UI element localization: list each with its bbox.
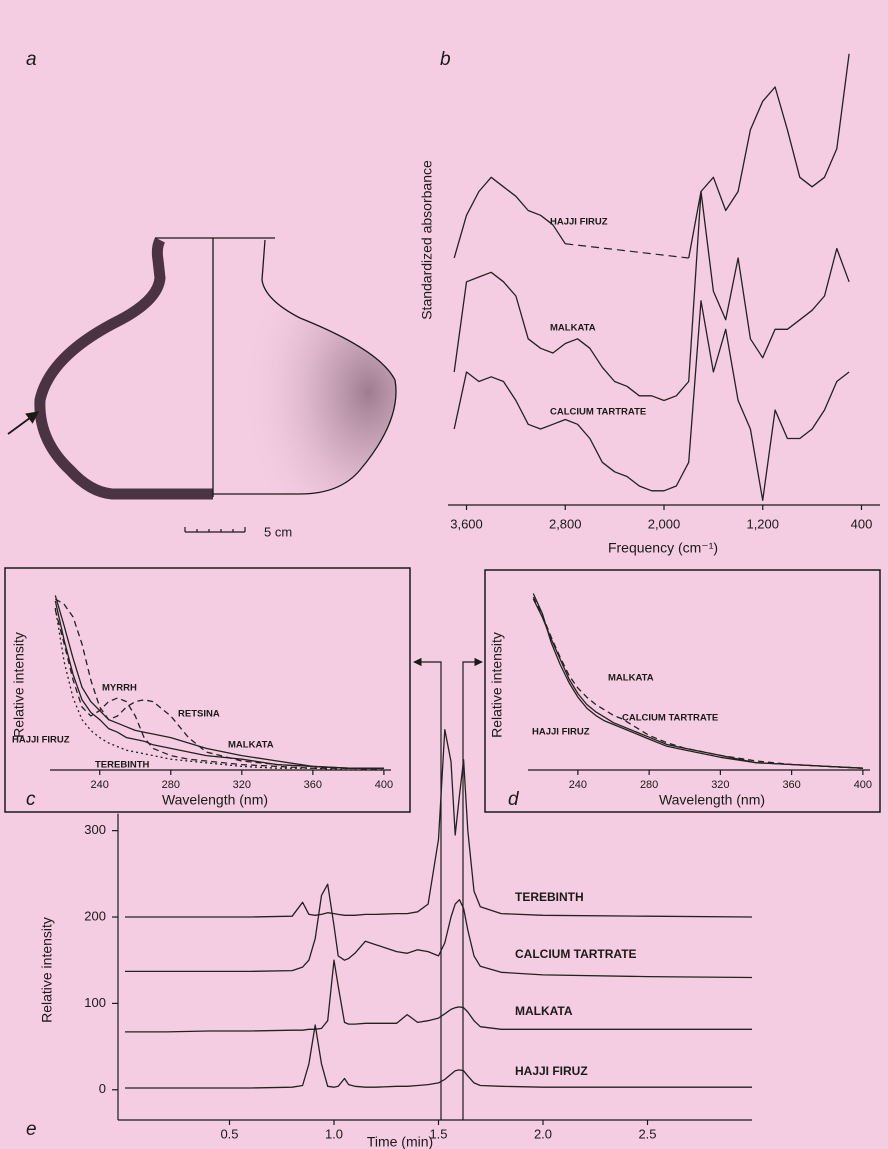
series-line [532,596,863,769]
series-line [453,53,850,259]
series-label: TEREBINTH [95,760,150,771]
panel-label: a [26,49,37,70]
series-label: TEREBINTH [515,890,584,904]
y-tick-label: 300 [84,822,106,837]
series-label: HAJJI FIRUZ [550,217,608,228]
y-axis-title: Relative intensity [39,917,55,1023]
series-label: MALKATA [550,323,596,334]
y-tick-label: 0 [99,1081,106,1096]
series-line [453,190,850,402]
series-line [54,609,384,771]
series-label: MALKATA [228,740,274,751]
series-label: HAJJI FIRUZ [12,735,70,746]
series-line [125,883,753,979]
series-line [54,595,384,769]
y-tick-label: 100 [84,995,106,1010]
reference-lines [413,657,483,1120]
panel-frame [4,567,411,813]
series-line [54,600,384,769]
series-line [125,1024,752,1089]
y-tick-label: 200 [84,908,106,923]
series-label: MYRRH [102,683,137,694]
x-axis-title: Wavelength (nm) [659,792,765,808]
x-tick-label: 1.0 [325,1126,343,1141]
x-tick-label: 2,800 [549,516,582,531]
series-label: RETSINA [178,709,220,720]
x-axis-title: Time (min) [367,1134,433,1149]
x-tick-label: 360 [782,779,800,791]
y-axis-title: Relative intensity [11,632,27,738]
x-tick-label: 3,600 [450,516,483,531]
y-axis-title: Relative intensity [489,632,505,738]
scale-label: 5 cm [264,524,292,539]
panel-label: d [508,789,520,810]
x-tick-label: 240 [91,779,109,791]
x-tick-label: 280 [162,779,180,791]
series-line [453,300,850,501]
x-tick-label: 2.0 [534,1126,552,1141]
x-tick-label: 400 [854,779,872,791]
x-tick-label: 240 [569,779,587,791]
series-line [125,728,753,918]
x-tick-label: 280 [640,779,658,791]
gap-line [565,243,689,259]
x-tick-label: 0.5 [220,1126,238,1141]
series-label: HAJJI FIRUZ [532,727,590,738]
series-line [54,607,384,771]
panel-label: b [440,49,451,70]
x-tick-label: 400 [851,516,873,531]
series-line [532,598,863,769]
panel-label: e [26,1119,37,1140]
x-tick-label: 320 [233,779,251,791]
x-tick-label: 2.5 [638,1126,656,1141]
x-tick-label: 400 [375,779,393,791]
series-label: MALKATA [515,1004,573,1018]
pot-drawing [7,237,397,533]
series-label: HAJJI FIRUZ [515,1064,588,1078]
series-line [125,959,752,1033]
y-axis-title: Standardized absorbance [419,160,435,320]
series-label: CALCIUM TARTRATE [550,407,646,418]
x-tick-label: 320 [711,779,729,791]
x-tick-label: 1.5 [429,1126,447,1141]
panel-label: c [26,789,36,810]
panel-frame [484,569,881,813]
series-label: CALCIUM TARTRATE [622,713,718,724]
series-label: CALCIUM TARTRATE [515,947,637,961]
x-tick-label: 1,200 [746,516,779,531]
x-axis-title: Wavelength (nm) [162,792,268,808]
series-line [532,593,863,769]
x-tick-label: 2,000 [648,516,681,531]
x-tick-label: 360 [304,779,322,791]
x-axis-title: Frequency (cm⁻¹) [608,540,718,556]
series-label: MALKATA [608,673,654,684]
